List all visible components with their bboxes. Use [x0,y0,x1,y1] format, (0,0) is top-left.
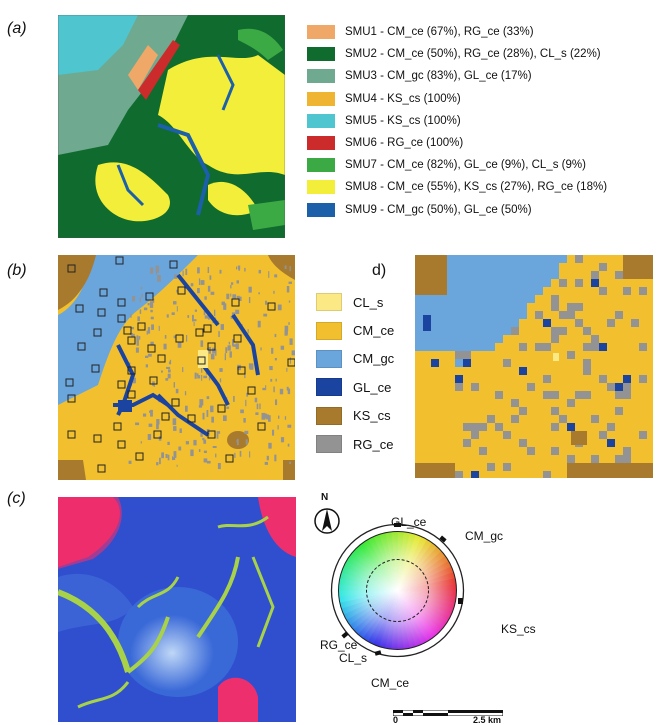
legend-label: CM_ce [353,323,395,339]
legend-label: SMU6 - RG_ce (100%) [345,137,464,150]
legend-swatch [307,113,335,128]
legend-label: SMU4 - KS_cs (100%) [345,92,461,105]
scale-start: 0 [393,715,399,725]
legend-swatch [316,321,342,340]
smu-map [58,15,285,238]
scale-bar: 0 2.5 km [393,710,503,725]
legend-item-smu9: SMU9 - CM_gc (50%), GL_ce (50%) [307,199,607,221]
legend-swatch [307,158,335,173]
legend-swatch [316,378,342,397]
wheel-label-cl-s: CL_s [339,651,368,665]
legend-swatch [316,349,342,368]
legend-label: SMU1 - CM_ce (67%), RG_ce (33%) [345,26,534,39]
legend-swatch [316,406,342,425]
legend-swatch [307,25,335,40]
panel-d-label: d) [372,262,387,279]
legend-item-smu2: SMU2 - CM_ce (50%), RG_ce (28%), CL_s (2… [307,43,607,65]
wheel-label-cm-ce: CM_ce [371,676,410,690]
legend-item-smu7: SMU7 - CM_ce (82%), GL_ce (9%), CL_s (9%… [307,154,607,176]
soil-type-legend: CL_s CM_ce CM_gc GL_ce KS_cs RG_ce [316,288,394,458]
legend-label: SMU8 - CM_ce (55%), KS_cs (27%), RG_ce (… [345,181,608,194]
soil-type-grid-map [415,255,653,478]
legend-swatch [316,435,342,454]
legend-label: SMU3 - CM_gc (83%), GL_ce (17%) [345,70,532,83]
legend-item-smu8: SMU8 - CM_ce (55%), KS_cs (27%), RG_ce (… [307,176,607,198]
legend-swatch [307,47,335,62]
legend-item-rg-ce: RG_ce [316,430,394,458]
legend-label: RG_ce [353,436,394,452]
compass-icon [314,508,340,534]
legend-swatch [316,293,342,312]
membership-color-map [58,497,296,722]
legend-item-cl-s: CL_s [316,288,394,316]
legend-swatch [307,180,335,195]
legend-label: SMU9 - CM_gc (50%), GL_ce (50%) [345,203,532,216]
color-wheel [330,523,465,658]
legend-item-cm-ce: CM_ce [316,316,394,344]
legend-swatch [307,202,335,217]
membership-color-wheel: GL_ce CM_gc KS_cs RG_ce CL_s [315,515,575,665]
legend-label: SMU5 - KS_cs (100%) [345,114,461,127]
legend-item-smu6: SMU6 - RG_ce (100%) [307,132,607,154]
legend-item-smu3: SMU3 - CM_gc (83%), GL_ce (17%) [307,65,607,87]
legend-item-cm-gc: CM_gc [316,345,394,373]
legend-label: CL_s [353,294,384,310]
smu-legend: SMU1 - CM_ce (67%), RG_ce (33%) SMU2 - C… [307,21,607,221]
legend-item-ks-cs: KS_cs [316,402,394,430]
wheel-label-rg-ce: RG_ce [320,638,358,652]
legend-label: KS_cs [353,408,391,424]
legend-label: GL_ce [353,379,392,395]
north-label: N [321,492,329,503]
legend-label: SMU2 - CM_ce (50%), RG_ce (28%), CL_s (2… [345,48,601,61]
legend-item-smu5: SMU5 - KS_cs (100%) [307,110,607,132]
scale-end: 2.5 km [473,715,502,725]
wheel-label-ks-cs: KS_cs [501,622,536,636]
legend-item-gl-ce: GL_ce [316,373,394,401]
legend-swatch [307,136,335,151]
panel-c-label: (c) [7,490,26,507]
legend-label: SMU7 - CM_ce (82%), GL_ce (9%), CL_s (9%… [345,159,586,172]
legend-swatch [307,91,335,106]
wheel-label-gl-ce: GL_ce [391,515,427,529]
panel-a-label: (a) [7,20,27,37]
wheel-label-cm-gc: CM_gc [465,529,504,543]
legend-label: CM_gc [353,351,395,367]
north-arrow: N [312,492,342,552]
scale-bar-graphic [393,710,503,716]
soil-type-map-with-samples [58,255,295,480]
legend-swatch [307,69,335,84]
legend-item-smu4: SMU4 - KS_cs (100%) [307,88,607,110]
legend-item-smu1: SMU1 - CM_ce (67%), RG_ce (33%) [307,21,607,43]
panel-b-label: (b) [7,262,27,279]
